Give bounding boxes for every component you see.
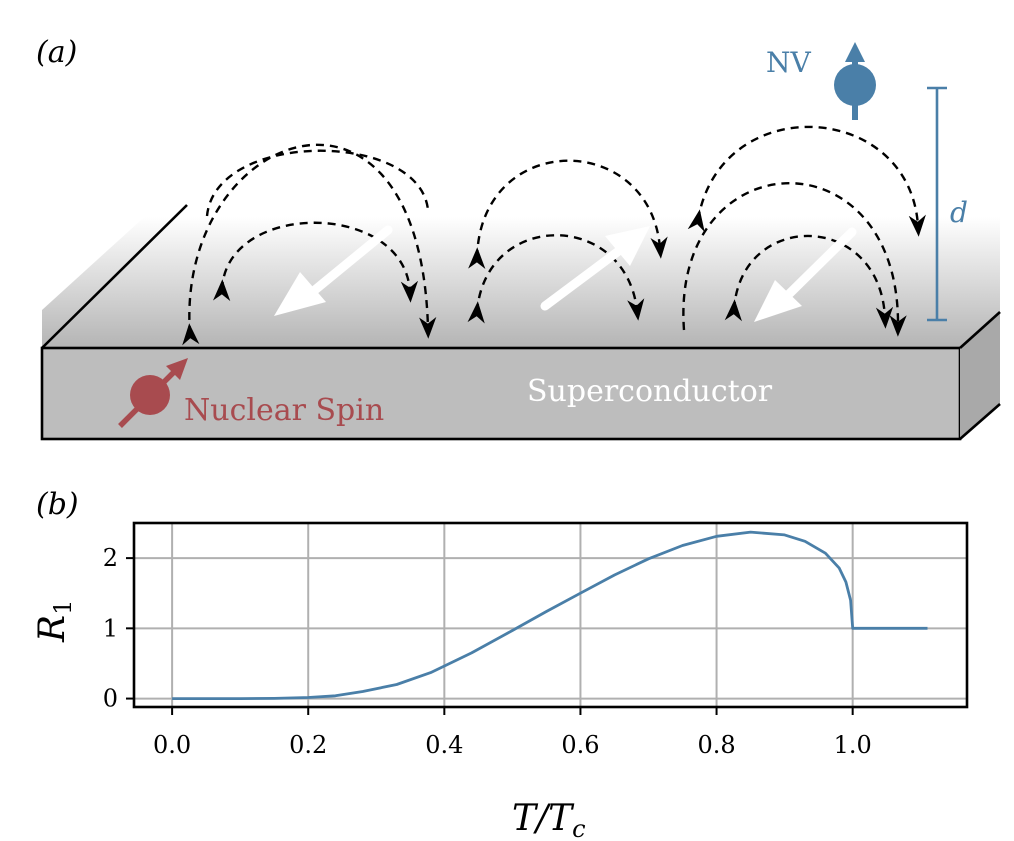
field-line: [468, 159, 668, 270]
nv-spin: NV: [766, 42, 876, 120]
x-axis-label: T/Tc: [512, 798, 586, 841]
nv-spin-sphere: [834, 64, 876, 106]
x-tick-label: 0.0: [153, 731, 191, 759]
slab-right-edge-top: [959, 311, 1001, 349]
field-line: [682, 182, 907, 337]
slab-right-edge-bottom: [959, 403, 1001, 440]
plot-frame: [132, 521, 969, 709]
x-tick-label: 0.2: [289, 731, 327, 759]
chart-grid: [134, 523, 967, 707]
y-axis-label-sub: 1: [49, 600, 77, 615]
distance-label: d: [950, 196, 968, 229]
y-tick-label: 0: [103, 685, 118, 713]
surface-arrow-head: [754, 280, 802, 322]
x-axis-label-main: T/T: [512, 798, 575, 839]
nuclear-spin-sphere: [130, 375, 170, 415]
surface-arrow-head: [274, 272, 326, 316]
surface-arrow: [305, 225, 393, 299]
y-axis-label: R1: [32, 600, 77, 643]
panel-b: (b) 0.0 0.2 0.4 0.6 0.8 1.0 012 T/Tc R1: [32, 487, 969, 841]
slab-right-face: [960, 312, 1000, 439]
slab-front-face: [40, 346, 962, 441]
slab-top-left-edge: [41, 204, 188, 349]
y-tick-label: 1: [103, 614, 118, 642]
distance-marker: [927, 86, 947, 322]
y-axis: 0 1 2: [103, 544, 134, 713]
field-line: [687, 125, 926, 237]
svg-text:T/Tc: T/Tc: [512, 798, 586, 841]
x-tick-label: 1.0: [834, 731, 872, 759]
nuclear-spin-label: Nuclear Spin: [184, 393, 384, 428]
x-tick-label: 0.6: [561, 731, 599, 759]
y-tick-label: 2: [103, 544, 118, 572]
panel-b-label: (b): [36, 487, 79, 522]
x-tick-label: 0.4: [425, 731, 463, 759]
nv-label: NV: [766, 46, 812, 79]
svg-text:R1: R1: [32, 600, 77, 643]
panel-a: (a): [36, 35, 1001, 441]
panel-a-label: (a): [36, 35, 77, 70]
field-line: [724, 234, 894, 329]
chart-series: [172, 530, 928, 700]
surface-arrow: [780, 227, 857, 303]
nuclear-spin: [118, 358, 188, 428]
surface-arrow-head: [605, 226, 650, 266]
field-line: [205, 149, 430, 217]
field-lines: [182, 125, 926, 346]
x-axis-label-sub: c: [572, 815, 585, 841]
x-tick-label: 0.8: [697, 731, 735, 759]
surface-arrow: [540, 245, 625, 311]
superconductor-label: Superconductor: [527, 374, 773, 409]
y-axis-label-main: R: [32, 615, 73, 643]
series-line: [172, 530, 928, 700]
x-axis: 0.0 0.2 0.4 0.6 0.8 1.0: [153, 707, 872, 759]
surface-arrows: [274, 225, 857, 322]
field-line: [212, 221, 419, 303]
